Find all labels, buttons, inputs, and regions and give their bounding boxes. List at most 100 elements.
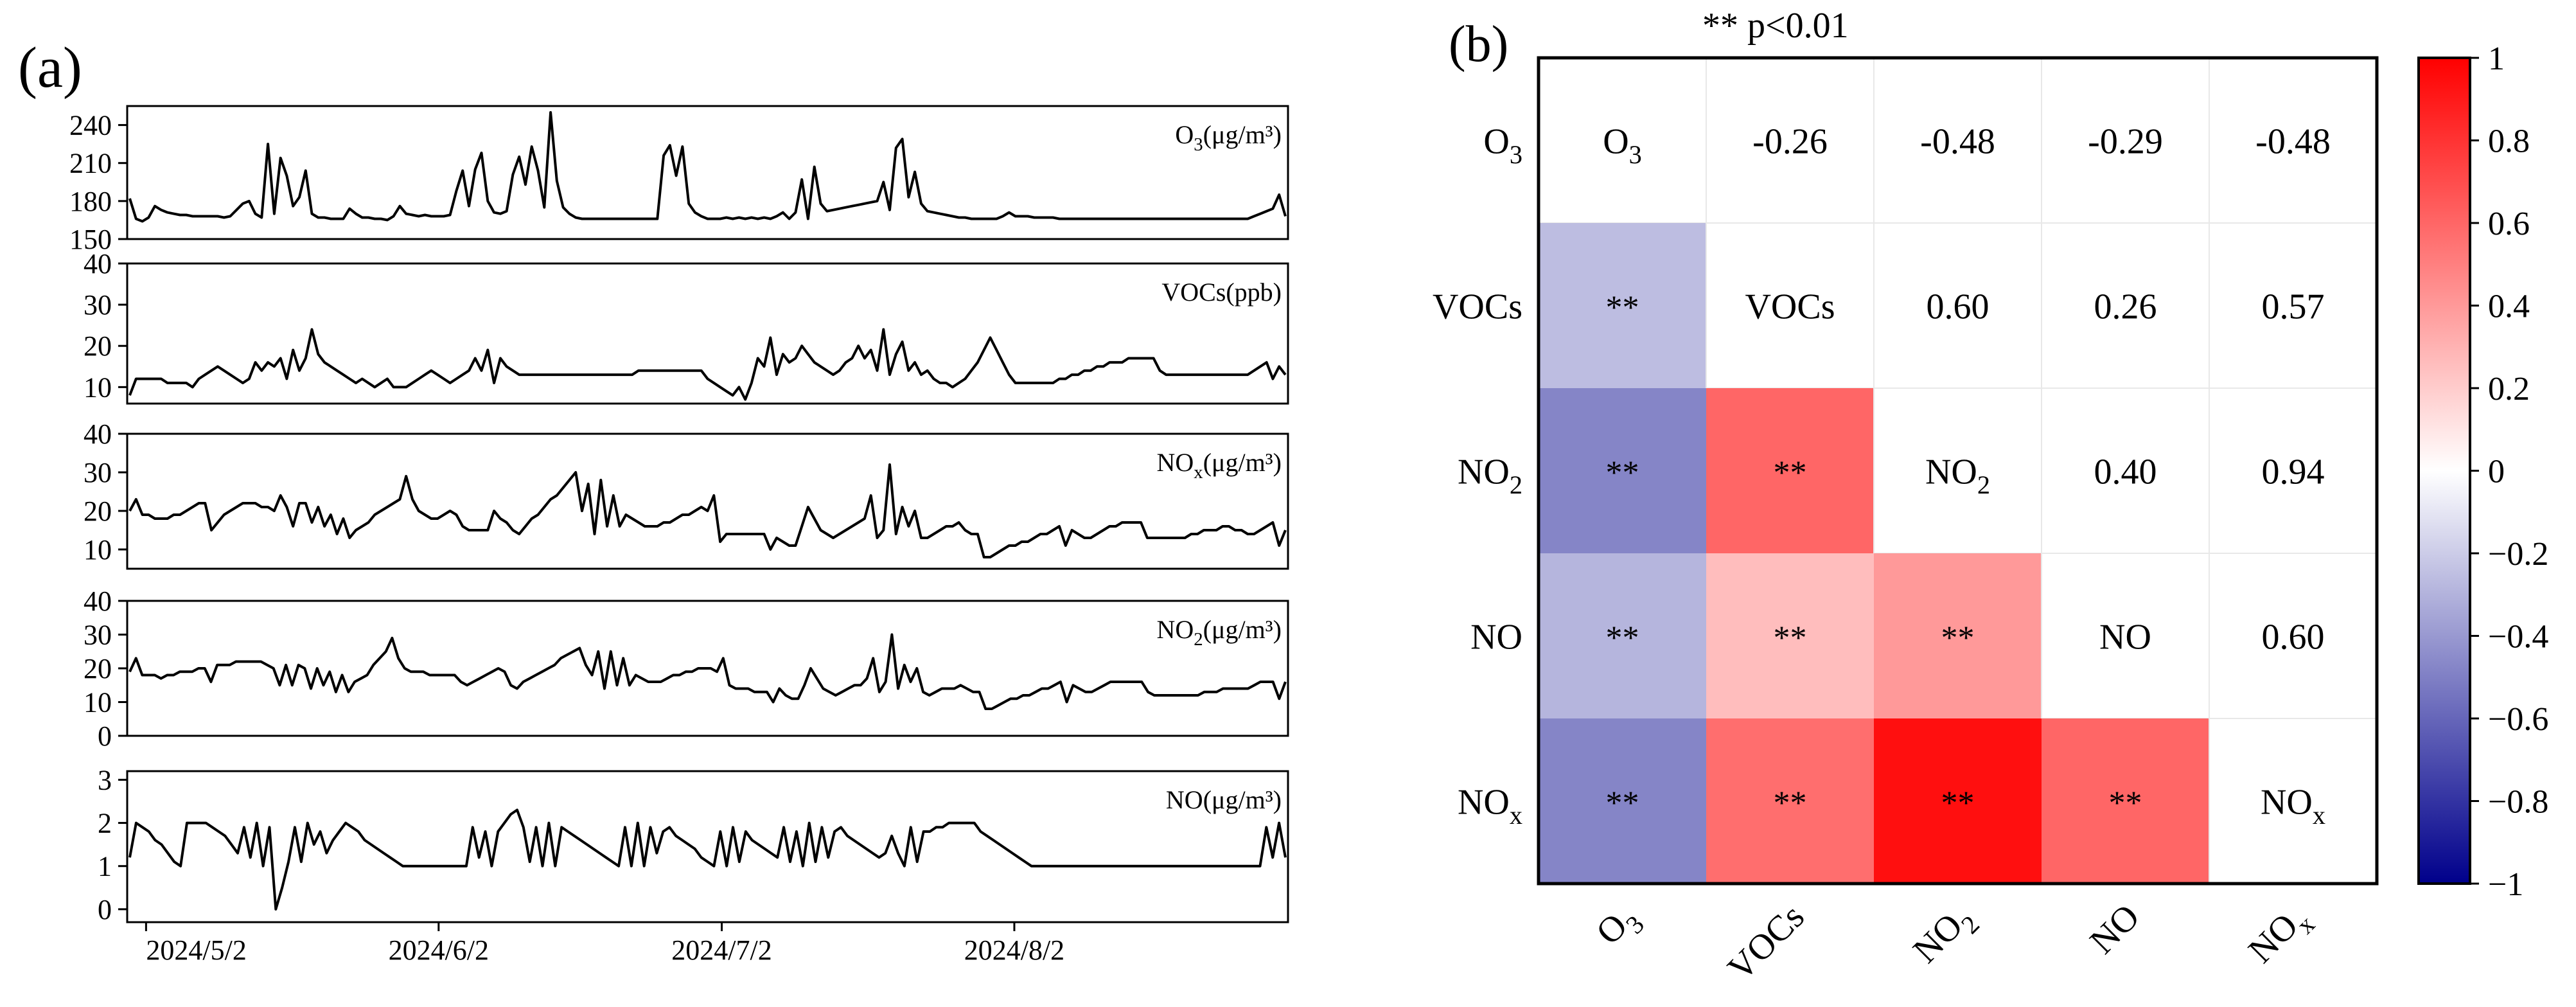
heatmap-cell-fill <box>2041 553 2210 719</box>
y-tick-label: 30 <box>84 619 112 651</box>
row-label-vocs: VOCs <box>1433 287 1522 327</box>
heatmap-cell: -0.29 <box>2041 57 2210 224</box>
heatmap-cell-fill <box>1874 553 2042 719</box>
heatmap-cell-fill <box>1539 388 1707 554</box>
heatmap-cell: -0.48 <box>1873 57 2042 224</box>
colorbar-tick-label: 0.8 <box>2488 123 2530 160</box>
series-label-nox: NOx(μg/m³) <box>1157 448 1282 483</box>
colorbar-tick-label: −0.2 <box>2488 536 2548 573</box>
series-line-nox <box>128 463 1287 558</box>
subplot-frame <box>126 105 1289 240</box>
heatmap-cell: 0.60 <box>2209 553 2378 719</box>
row-label-no2: NO2 <box>1458 452 1522 500</box>
heatmap-cell: 0.57 <box>2209 222 2378 389</box>
heatmap-cell: ** <box>1874 718 2042 884</box>
colorbar-tick-label: −0.4 <box>2488 619 2548 655</box>
series-line-o3 <box>128 111 1287 223</box>
y-tick-label: 40 <box>84 585 112 617</box>
colorbar-gradient <box>2417 57 2471 885</box>
series-label-no: NO(μg/m³) <box>1166 785 1282 814</box>
heatmap-cell: -0.48 <box>2209 57 2378 224</box>
row-label-nox: NOx <box>1458 783 1522 830</box>
y-tick-label: 0 <box>98 720 112 752</box>
significance-mark: ** <box>1774 455 1807 492</box>
colorbar-tick-label: 0 <box>2488 454 2505 490</box>
significance-mark: ** <box>1606 785 1639 822</box>
subplot-frame <box>126 262 1289 405</box>
y-tick-label: 30 <box>84 457 112 488</box>
heatmap-cell-fill <box>2041 222 2210 389</box>
heatmap-cell-fill <box>1706 718 1875 884</box>
subplot-frame <box>126 432 1289 570</box>
heatmap-cell-fill <box>2041 388 2210 554</box>
subplot-frame <box>126 770 1289 923</box>
significance-legend: ** p<0.01 <box>1702 6 1849 46</box>
column-label-no2: NO2 <box>1905 896 1985 976</box>
subplot-vocs: 10 20 30 40 VOCs(ppb) <box>84 248 1289 405</box>
heatmap-cell-fill <box>2209 222 2378 389</box>
heatmap-cell-fill <box>1874 718 2042 884</box>
significance-mark: ** <box>1941 785 1975 822</box>
correlation-heatmap-panel: (b) ** p<0.01 O3 -0.26 -0.48 -0.29 -0.48 ** VO… <box>1433 6 2548 988</box>
subplot-nox: 10 20 30 40 NOx(μg/m³) <box>84 418 1289 570</box>
heatmap-cell: VOCs <box>1706 222 1875 389</box>
heatmap-cell: NO2 <box>1873 388 2042 554</box>
heatmap-cell-fill <box>1873 57 2042 224</box>
heatmap-cell-fill <box>2041 57 2210 224</box>
y-tick-label: 20 <box>84 330 112 362</box>
significance-mark: ** <box>1774 620 1807 657</box>
heatmap-cell-fill <box>2209 553 2378 719</box>
x-tick-label: 2024/7/2 <box>671 934 772 966</box>
series-label-o3: O3(μg/m³) <box>1175 120 1282 155</box>
heatmap-frame <box>1537 56 2379 886</box>
correlation-value: 0.60 <box>1927 287 1989 327</box>
heatmap-cell-fill <box>1706 57 1875 224</box>
heatmap-cell: ** <box>1539 223 1707 389</box>
series-line-no <box>128 808 1287 911</box>
heatmap-cell: 0.94 <box>2209 388 2378 554</box>
significance-mark: ** <box>1606 290 1639 326</box>
y-tick-label: 10 <box>84 534 112 566</box>
y-tick-label: 30 <box>84 289 112 321</box>
significance-mark: ** <box>2109 785 2142 822</box>
heatmap-cell-fill <box>1539 553 1707 719</box>
correlation-value: 0.60 <box>2262 618 2325 657</box>
colorbar-tick-label: 0.6 <box>2488 206 2530 242</box>
series-label-vocs: VOCs(ppb) <box>1161 278 1282 307</box>
heatmap-cell-fill <box>2042 718 2210 884</box>
heatmap-cell: NO <box>2041 553 2210 719</box>
subplot-no: 0 1 2 3 NO(μg/m³) <box>98 764 1289 925</box>
row-label-o3: O3 <box>1483 122 1522 170</box>
heatmap-cell: ** <box>1706 388 1875 554</box>
x-tick-label: 2024/8/2 <box>964 934 1064 966</box>
panel-a-label: (a) <box>18 36 82 100</box>
heatmap-cell-fill <box>1706 553 1875 719</box>
correlation-value: 0.26 <box>2094 287 2157 327</box>
significance-mark: ** <box>1774 785 1807 822</box>
x-tick-label: 2024/5/2 <box>146 934 246 966</box>
heatmap-cell: 0.60 <box>1873 222 2042 389</box>
colorbar-tick-label: −1 <box>2488 866 2523 903</box>
heatmap-cell: -0.26 <box>1706 57 1875 224</box>
column-label-vocs: VOCs <box>1720 896 1812 988</box>
y-tick-label: 240 <box>69 110 112 141</box>
y-tick-label: 210 <box>69 148 112 179</box>
diagonal-label: NO <box>2099 618 2151 657</box>
y-tick-label: 40 <box>84 418 112 450</box>
column-label-no: NO <box>2083 896 2148 961</box>
heatmap-cell-fill <box>1706 388 1875 554</box>
x-tick-label: 2024/6/2 <box>389 934 489 966</box>
correlation-value: -0.29 <box>2088 122 2163 162</box>
heatmap-cell-fill <box>1706 222 1875 389</box>
significance-mark: ** <box>1606 455 1639 492</box>
heatmap-cell: ** <box>1706 718 1875 884</box>
colorbar-tick-label: 0.4 <box>2488 289 2530 325</box>
colorbar-tick-label: 0.2 <box>2488 371 2530 407</box>
correlation-value: -0.48 <box>2255 122 2331 162</box>
correlation-value: -0.48 <box>1920 122 1995 162</box>
y-tick-label: 3 <box>98 764 112 796</box>
heatmap-cell-fill <box>1539 223 1707 389</box>
